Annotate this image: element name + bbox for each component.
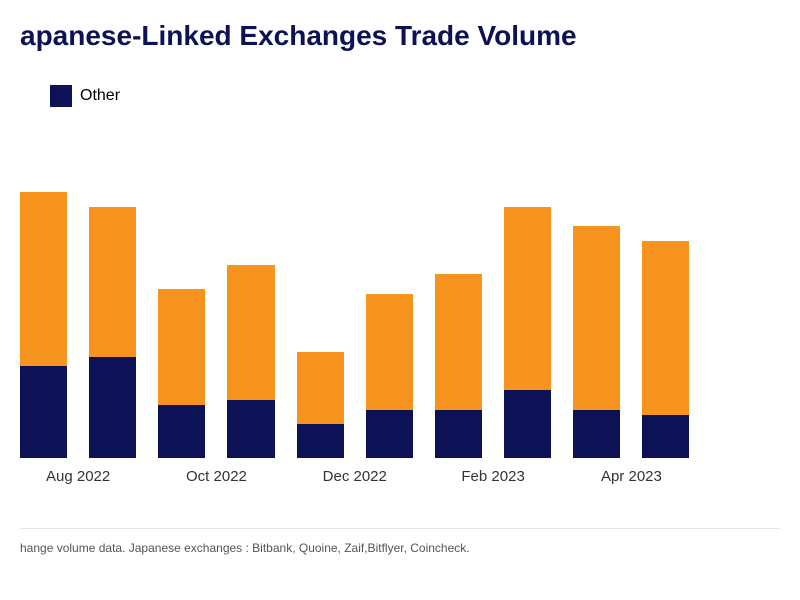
bar-segment-main xyxy=(158,289,205,405)
x-tick: Dec 2022 xyxy=(323,468,387,485)
bar-segment-other xyxy=(642,415,689,459)
plot-area xyxy=(20,168,780,458)
bar xyxy=(297,352,344,458)
bar xyxy=(158,289,205,458)
x-tick: Oct 2022 xyxy=(186,468,247,485)
bar-segment-other xyxy=(435,410,482,458)
bar-segment-other xyxy=(158,405,205,458)
bar xyxy=(573,226,620,458)
bar-segment-main xyxy=(504,207,551,391)
bar-segment-other xyxy=(573,410,620,458)
bar-segment-main xyxy=(20,192,67,366)
bar xyxy=(227,265,274,458)
chart-title: apanese-Linked Exchanges Trade Volume xyxy=(0,20,800,52)
chart-container: { "chart": { "type": "bar-stacked", "tit… xyxy=(0,0,800,600)
x-tick: Apr 2023 xyxy=(601,468,662,485)
bar xyxy=(89,207,136,458)
bar-segment-main xyxy=(642,241,689,415)
bar-segment-main xyxy=(297,352,344,425)
x-tick: Aug 2022 xyxy=(46,468,110,485)
bar-segment-main xyxy=(89,207,136,357)
bar-segment-main xyxy=(573,226,620,410)
bar-segment-other xyxy=(297,424,344,458)
x-tick: Feb 2023 xyxy=(461,468,524,485)
legend-label-other: Other xyxy=(80,87,120,105)
bar xyxy=(435,274,482,458)
bar-segment-other xyxy=(89,357,136,459)
bar-segment-other xyxy=(20,366,67,458)
bar-segment-other xyxy=(504,390,551,458)
bar xyxy=(642,241,689,459)
bars-group xyxy=(20,168,780,458)
chart-footnote: hange volume data. Japanese exchanges : … xyxy=(20,528,780,555)
bar xyxy=(504,207,551,458)
bar-segment-main xyxy=(227,265,274,400)
bar xyxy=(20,192,67,458)
bar-segment-main xyxy=(366,294,413,410)
x-axis: Aug 2022 Oct 2022 Dec 2022 Feb 2023 Apr 2023 xyxy=(20,460,780,500)
bar-segment-main xyxy=(435,274,482,409)
bar xyxy=(366,294,413,458)
legend: Other xyxy=(50,85,120,107)
bar-segment-other xyxy=(366,410,413,458)
bar-segment-other xyxy=(227,400,274,458)
legend-swatch-other xyxy=(50,85,72,107)
